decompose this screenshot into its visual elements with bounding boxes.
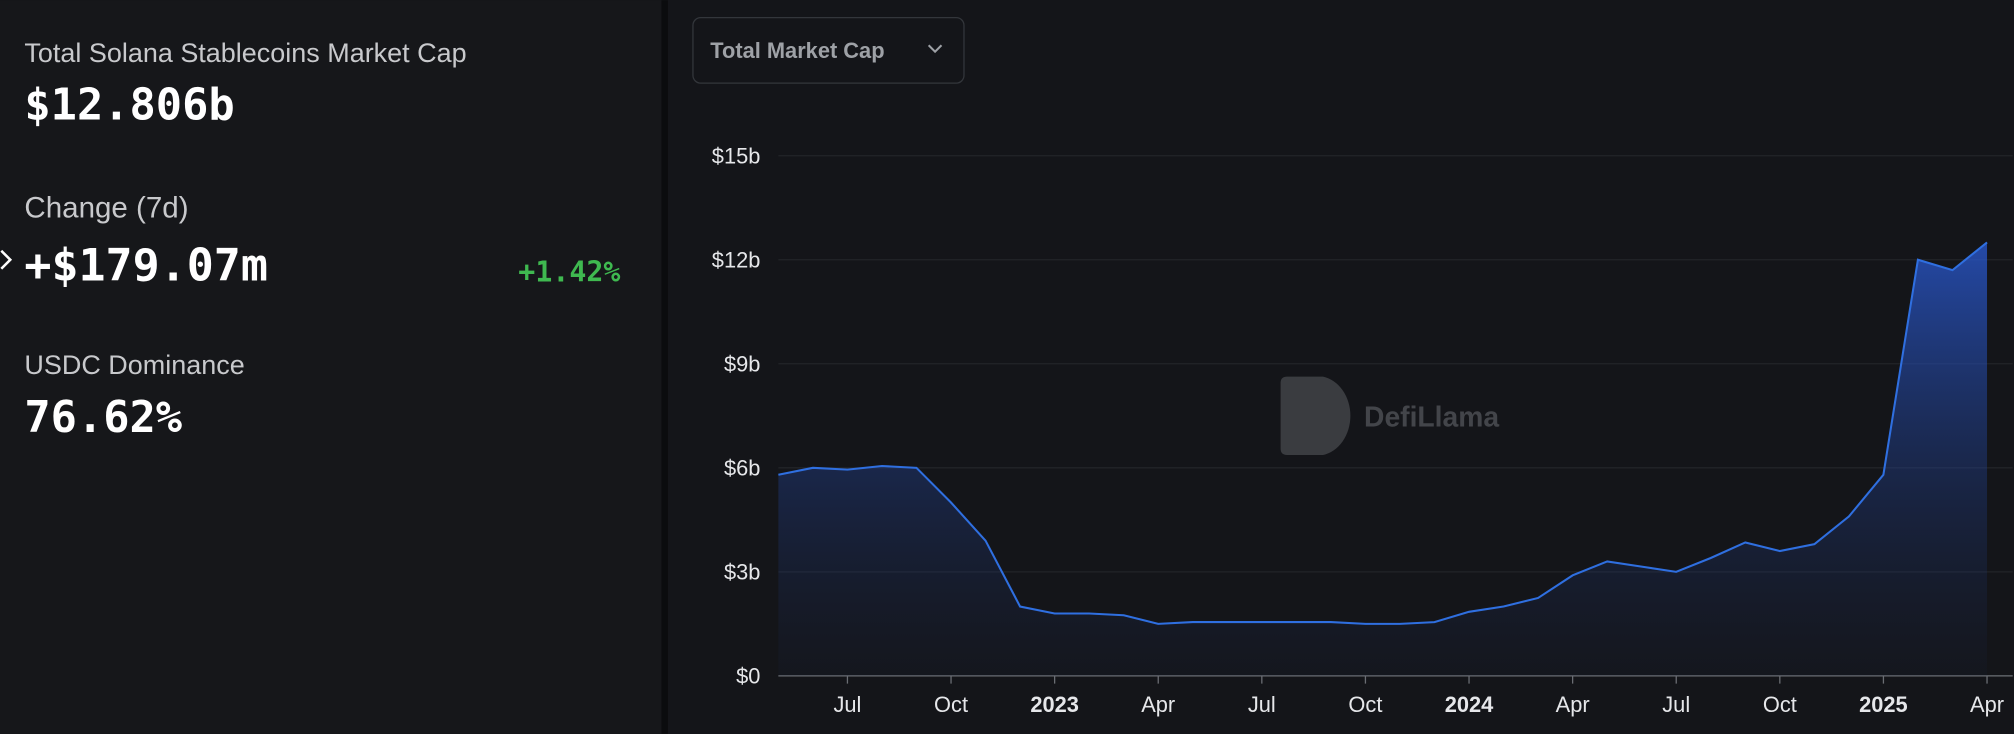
chart: $0 $3b $6b $9b $12b $15b Jul Oct 2023 Apr Jul Oct 20…	[712, 143, 2013, 717]
y-tick-label: $3b	[724, 560, 760, 585]
stat-label: USDC Dominance	[24, 350, 244, 380]
x-tick-label: Apr	[1556, 692, 1590, 717]
x-tick-label: 2025	[1859, 692, 1908, 717]
stat-change: +1.42%	[518, 256, 620, 289]
y-tick-label: $9b	[724, 351, 760, 376]
x-tick-label: Oct	[1348, 692, 1382, 717]
watermark-logo	[1280, 376, 1351, 455]
stat-value: +$179.07m	[24, 238, 268, 291]
stat-value: 76.62%	[24, 392, 182, 443]
stat-label: Change (7d)	[24, 191, 188, 224]
y-tick-label: $0	[736, 664, 760, 689]
x-tick-label: Oct	[934, 692, 968, 717]
area	[778, 242, 1988, 676]
stat-label: Total Solana Stablecoins Market Cap	[24, 38, 466, 68]
x-tick-label: Apr	[1141, 692, 1175, 717]
stat-value: $12.806b	[24, 80, 234, 131]
divider	[661, 0, 668, 734]
x-tick-label: Jul	[1248, 692, 1276, 717]
expand-icon[interactable]	[0, 249, 13, 270]
watermark-text: DefiLlama	[1364, 401, 1499, 433]
y-tick-label: $12b	[712, 247, 761, 272]
dropdown[interactable]	[692, 16, 965, 84]
x-tick-label: Oct	[1763, 692, 1797, 717]
line	[778, 241, 1988, 625]
y-tick-label: $6b	[724, 456, 760, 481]
stats-panel	[0, 0, 662, 734]
x-tick-label: Jul	[833, 692, 861, 717]
x-tick-label: Jul	[1662, 692, 1690, 717]
dropdown-label[interactable]: Total Market Cap	[710, 38, 884, 63]
x-tick-label: 2023	[1030, 692, 1079, 717]
x-tick-label: Apr	[1970, 692, 2004, 717]
watermark: DefiLlama	[1280, 376, 1499, 455]
x-tick-label: 2024	[1445, 692, 1494, 717]
y-tick-label: $15b	[712, 143, 761, 168]
dropdown-caret[interactable]	[927, 44, 943, 54]
